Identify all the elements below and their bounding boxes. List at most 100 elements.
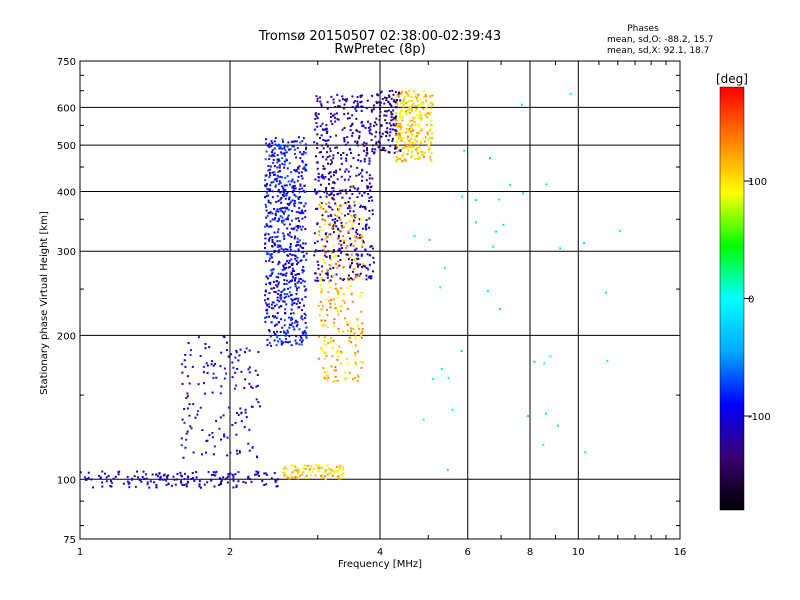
data-point	[427, 139, 430, 142]
data-point	[276, 330, 279, 333]
data-point	[377, 146, 380, 149]
data-point	[265, 283, 268, 286]
data-point	[332, 248, 335, 251]
data-point	[195, 476, 198, 479]
data-point	[364, 224, 367, 227]
data-point	[337, 293, 340, 296]
data-point	[371, 209, 374, 212]
data-point	[294, 339, 297, 342]
data-point	[284, 312, 287, 315]
data-point	[231, 473, 234, 476]
data-point	[127, 483, 130, 486]
data-point	[352, 328, 355, 331]
data-point	[277, 283, 280, 286]
data-point	[316, 191, 319, 194]
data-point	[281, 185, 284, 188]
data-point	[264, 225, 267, 228]
data-point	[296, 467, 299, 470]
data-point	[404, 141, 407, 144]
data-point	[284, 472, 287, 475]
data-point	[354, 258, 357, 261]
data-point	[275, 344, 278, 347]
data-point	[337, 234, 340, 237]
data-point	[372, 152, 375, 155]
data-point	[328, 193, 331, 196]
data-point	[349, 210, 352, 213]
data-point	[321, 324, 324, 327]
data-point	[272, 174, 275, 177]
data-point	[277, 251, 280, 254]
data-point	[350, 327, 353, 330]
data-point	[299, 339, 302, 342]
data-point	[283, 293, 286, 296]
data-point	[416, 150, 419, 153]
data-point	[256, 373, 259, 376]
data-point	[395, 102, 398, 105]
data-point	[245, 347, 248, 350]
data-point	[390, 119, 393, 122]
data-point	[110, 485, 113, 488]
data-point	[291, 303, 294, 306]
data-point	[267, 211, 270, 214]
data-point	[337, 152, 340, 155]
data-point	[381, 146, 384, 149]
data-point	[390, 113, 393, 116]
data-point	[278, 164, 281, 167]
data-point	[232, 366, 235, 369]
data-point	[347, 279, 350, 282]
data-point	[153, 481, 156, 484]
data-point	[300, 473, 303, 476]
data-point	[335, 225, 338, 228]
data-point	[569, 93, 572, 96]
data-point	[314, 178, 317, 181]
data-point	[335, 134, 338, 137]
data-point	[179, 474, 182, 477]
data-point	[400, 124, 403, 127]
data-point	[185, 438, 188, 441]
data-point	[283, 152, 286, 155]
data-point	[265, 185, 268, 188]
data-point	[289, 231, 292, 234]
data-point	[427, 149, 430, 152]
data-point	[353, 332, 356, 335]
data-point	[419, 98, 422, 101]
data-point	[183, 478, 186, 481]
data-point	[395, 150, 398, 153]
data-point	[289, 340, 292, 343]
data-point	[395, 132, 398, 135]
data-point	[332, 190, 335, 193]
data-point	[273, 164, 276, 167]
data-point	[222, 335, 225, 338]
data-point	[304, 209, 307, 212]
data-point	[339, 192, 342, 195]
data-point	[273, 140, 276, 143]
data-point	[390, 115, 393, 118]
data-point	[281, 162, 284, 165]
data-point	[545, 183, 548, 186]
data-point	[264, 174, 267, 177]
data-point	[320, 288, 323, 291]
data-point	[386, 110, 389, 113]
data-point	[368, 160, 371, 163]
data-point	[395, 156, 398, 159]
data-point	[277, 219, 280, 222]
data-point	[273, 152, 276, 155]
data-point	[359, 105, 362, 108]
data-point	[388, 122, 391, 125]
data-point	[323, 254, 326, 257]
data-point	[297, 286, 300, 289]
data-point	[394, 145, 397, 148]
data-point	[282, 264, 285, 267]
phases-o-mode: mean, sd,O: -88.2, 15.7	[607, 35, 713, 45]
data-point	[320, 319, 323, 322]
data-point	[391, 89, 394, 92]
data-point	[406, 123, 409, 126]
data-point	[305, 288, 308, 291]
data-point	[302, 467, 305, 470]
data-point	[287, 180, 290, 183]
data-point	[396, 94, 399, 97]
data-point	[205, 451, 208, 454]
data-point	[304, 476, 307, 479]
data-point	[244, 408, 247, 411]
data-point	[294, 276, 297, 279]
